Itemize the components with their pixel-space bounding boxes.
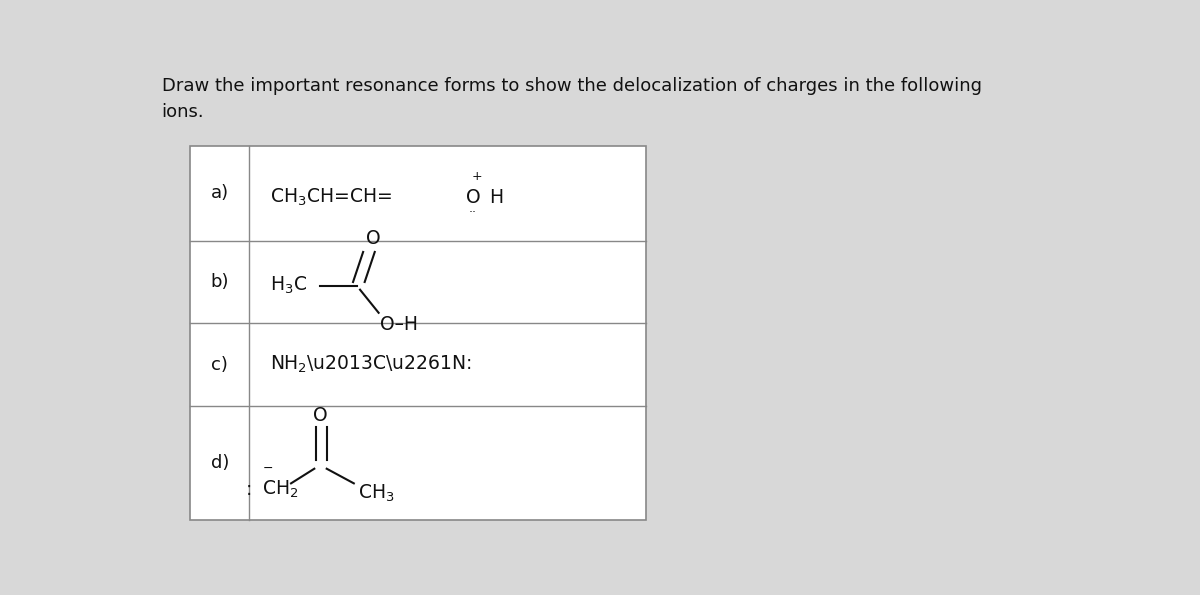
Text: O: O [466, 188, 481, 207]
Text: :: : [246, 480, 252, 499]
Text: O: O [313, 406, 328, 425]
Text: d): d) [210, 455, 229, 472]
Bar [191, 146, 646, 520]
Text: ions.: ions. [162, 103, 204, 121]
Text: CH$_2$: CH$_2$ [262, 479, 298, 500]
Text: +: + [472, 170, 482, 183]
Text: −: − [263, 462, 272, 474]
Text: b): b) [210, 273, 229, 291]
Text: NH$_2$\u2013C\u2261N:: NH$_2$\u2013C\u2261N: [270, 354, 472, 375]
Text: a): a) [211, 184, 229, 202]
Text: c): c) [211, 356, 228, 374]
Text: H: H [490, 188, 504, 207]
Text: ··: ·· [468, 206, 476, 219]
Text: CH$_3$: CH$_3$ [358, 483, 395, 504]
Text: O: O [366, 228, 380, 248]
Text: CH$_3$CH=CH=: CH$_3$CH=CH= [270, 187, 392, 208]
Text: H$_3$C: H$_3$C [270, 275, 307, 296]
Text: Draw the important resonance forms to show the delocalization of charges in the : Draw the important resonance forms to sh… [162, 77, 982, 95]
Text: O–H: O–H [380, 315, 418, 334]
